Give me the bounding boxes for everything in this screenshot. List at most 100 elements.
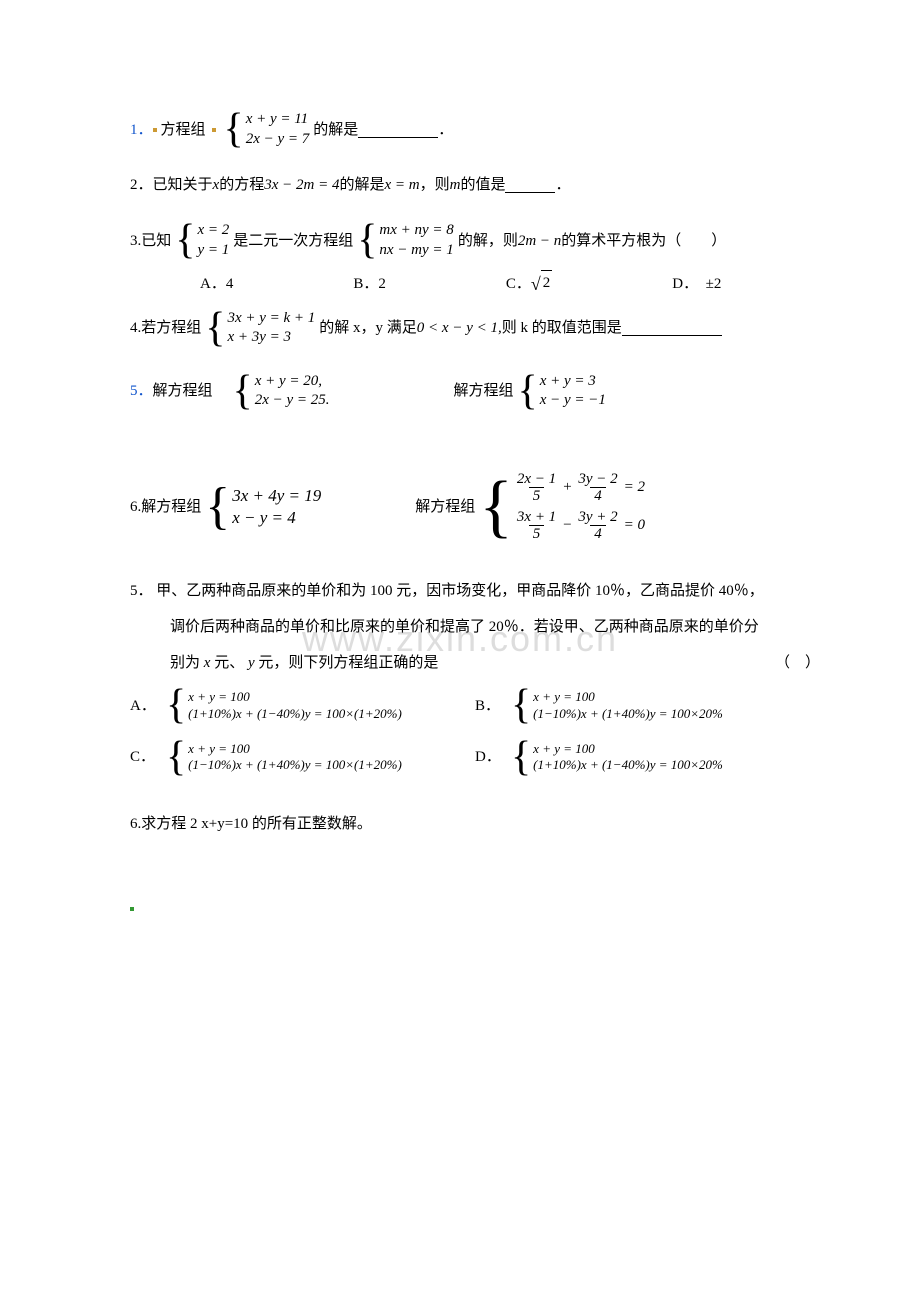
equation: x − y = 4 — [232, 507, 321, 529]
expression: 0 < x − y < 1, — [417, 316, 502, 340]
choice-b: B．2 — [353, 270, 386, 299]
brace-icon: { — [233, 375, 253, 409]
equation: (1−10%)x + (1+40%)y = 100×20% — [533, 706, 723, 723]
text: 是二元一次方程组 — [233, 229, 353, 253]
problem-3: 3. 已知 { x = 2 y = 1 是二元一次方程组 { mx + ny =… — [130, 221, 820, 299]
text: 元，则下列方程组正确的是 — [258, 655, 438, 671]
text: 的方程 — [219, 173, 264, 197]
problem-number: 4. — [130, 316, 141, 340]
brace-icon: { — [518, 375, 538, 409]
equation-system: { mx + ny = 8 nx − my = 1 — [357, 221, 454, 260]
equation: x + y = 100 — [533, 689, 723, 706]
choice-b: B． { x + y = 100 (1−10%)x + (1+40%)y = 1… — [475, 689, 820, 723]
text: 方程组 — [161, 118, 206, 142]
problem-5: 5． 解方程组 { x + y = 20, 2x − y = 25. 解方程组 … — [130, 372, 820, 411]
problem-number: 5． — [130, 379, 153, 403]
text: 的值是 — [460, 173, 505, 197]
blank-line — [505, 177, 555, 193]
equation-system: { 3x + 4y = 19 x − y = 4 — [205, 485, 321, 529]
expression: 3x − 2m = 4 — [264, 173, 339, 197]
problem-number: 3. — [130, 229, 141, 253]
equation-system: { x + y = 3 x − y = −1 — [518, 372, 606, 411]
brace-icon: { — [511, 689, 531, 723]
dot-icon — [130, 907, 134, 911]
problem-7: 5． 甲、乙两种商品原来的单价和为 100 元，因市场变化，甲商品降价 10％，… — [130, 573, 820, 793]
text: ，则 — [420, 173, 450, 197]
brace-icon: { — [224, 113, 244, 147]
equation: 2x − y = 25. — [255, 391, 330, 411]
brace-icon: { — [357, 224, 377, 258]
text: 已知 — [141, 229, 171, 253]
equation: x − y = −1 — [540, 391, 606, 411]
choice-a: A． { x + y = 100 (1+10%)x + (1−40%)y = 1… — [130, 689, 475, 723]
equation: x + y = 100 — [533, 741, 723, 758]
equation-system: { 3x + y = k + 1 x + 3y = 3 — [205, 309, 315, 348]
paren: （ ） — [775, 645, 820, 681]
problem-4: 4. 若方程组 { 3x + y = k + 1 x + 3y = 3 的解 x… — [130, 309, 820, 348]
text: 的解 x，y 满足 — [319, 316, 417, 340]
equation-system: { x + y = 20, 2x − y = 25. — [233, 372, 330, 411]
brace-icon: { — [175, 224, 195, 258]
text: 已知关于 — [153, 173, 213, 197]
text: 的算术平方根为（ ） — [561, 229, 726, 253]
sqrt-icon: √2 — [531, 270, 552, 299]
text: ． — [438, 118, 453, 142]
problem-number: 6. — [130, 495, 141, 519]
text: 求方程 2 x+y=10 的所有正整数解。 — [141, 812, 372, 836]
dot-icon — [153, 128, 157, 132]
expression: x = m — [384, 173, 419, 197]
text: 调价后两种商品的单价和比原来的单价和提高了 20％．若设甲、乙两种商品原来的单价… — [170, 619, 759, 635]
text: 若方程组 — [141, 316, 201, 340]
label: D． — [475, 745, 499, 769]
equation: x + y = 100 — [188, 741, 402, 758]
label: C． — [130, 745, 154, 769]
footer-mark — [130, 896, 820, 920]
label: A． — [130, 694, 154, 718]
equation-system: { 2x − 15 + 3y − 24 = 2 3x + 15 − 3y + 2… — [479, 471, 645, 543]
choice-d: D． { x + y = 100 (1+10%)x + (1−40%)y = 1… — [475, 741, 820, 775]
equation-system: { x + y = 100 (1−10%)x + (1+40%)y = 100×… — [166, 741, 402, 775]
equation: y = 1 — [197, 241, 229, 261]
equation: x + y = 3 — [540, 372, 606, 392]
brace-icon: { — [205, 486, 230, 528]
problem-2: 2． 已知关于 x 的方程 3x − 2m = 4 的解是 x = m ，则 m… — [130, 173, 820, 197]
blank-line — [622, 320, 722, 336]
equation: 2x − 15 + 3y − 24 = 2 — [515, 471, 645, 505]
text: 解方程组 — [415, 495, 475, 519]
equation: x + 3y = 3 — [227, 328, 315, 348]
text: 的解，则 — [458, 229, 518, 253]
equation-system: { x + y = 100 (1−10%)x + (1+40%)y = 100×… — [511, 689, 723, 723]
variable: m — [450, 173, 461, 197]
variable: x — [213, 173, 220, 197]
text: 的解是 — [313, 118, 358, 142]
equation: (1+10%)x + (1−40%)y = 100×(1+20%) — [188, 706, 402, 723]
brace-icon: { — [166, 741, 186, 775]
equation: 3x + 4y = 19 — [232, 485, 321, 507]
text: 解方程组 — [454, 379, 514, 403]
blank-line — [358, 122, 438, 138]
equation: (1+10%)x + (1−40%)y = 100×20% — [533, 757, 723, 774]
expression: 2m − n — [518, 229, 561, 253]
choice-d: D． ±2 — [672, 270, 721, 299]
choice-c: C． √2 — [506, 270, 552, 299]
choice-a: A．4 — [200, 270, 233, 299]
equation: x + y = 100 — [188, 689, 402, 706]
problem-1: 1． 方程组 { x + y = 11 2x − y = 7 的解是 ． — [130, 110, 820, 149]
choice-row: A．4 B．2 C． √2 D． ±2 — [200, 270, 820, 299]
problem-number: 6. — [130, 812, 141, 836]
text: 解方程组 — [153, 379, 213, 403]
problem-number: 2． — [130, 173, 153, 197]
equation: (1−10%)x + (1+40%)y = 100×(1+20%) — [188, 757, 402, 774]
equation-system: { x + y = 100 (1+10%)x + (1−40%)y = 100×… — [511, 741, 723, 775]
label: B． — [475, 694, 499, 718]
dot-icon — [212, 128, 216, 132]
equation: mx + ny = 8 — [379, 221, 453, 241]
equation: 2x − y = 7 — [246, 130, 310, 150]
equation: 3x + 15 − 3y + 24 = 0 — [515, 509, 645, 543]
text: 元、 — [214, 655, 244, 671]
text: 的解是 — [339, 173, 384, 197]
text: 则 k 的取值范围是 — [502, 316, 622, 340]
text: 别为 — [170, 655, 200, 671]
choice-c: C． { x + y = 100 (1−10%)x + (1+40%)y = 1… — [130, 741, 475, 775]
equation-system: { x = 2 y = 1 — [175, 221, 229, 260]
